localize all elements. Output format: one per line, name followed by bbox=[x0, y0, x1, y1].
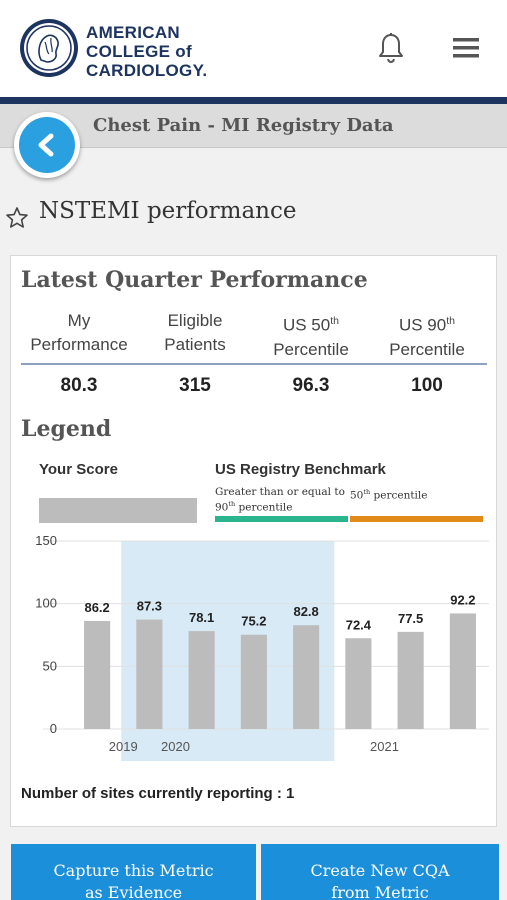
capture-metric-button[interactable]: Capture this Metric as Evidence bbox=[11, 844, 256, 900]
bar-data-label: 86.2 bbox=[84, 600, 109, 615]
registry-title: Chest Pain - MI Registry Data bbox=[93, 115, 394, 136]
bar-data-label: 72.4 bbox=[346, 617, 372, 632]
bar bbox=[84, 620, 111, 729]
value-us-50th: 96.3 bbox=[292, 375, 330, 396]
col-header-us-90th: US 90th Percentile bbox=[389, 315, 465, 359]
acc-logo-text[interactable]: AMERICAN COLLEGE of CARDIOLOGY. bbox=[86, 23, 207, 80]
bar bbox=[345, 638, 372, 729]
create-cqa-button[interactable]: Create New CQA from Metric bbox=[261, 844, 499, 900]
bell-icon[interactable] bbox=[377, 32, 405, 64]
bar bbox=[240, 634, 267, 729]
bar bbox=[397, 631, 424, 729]
performance-column-headers: My Performance Eligible Patients US 50th… bbox=[21, 309, 487, 365]
legend-note-90th: Greater than or equal to 90th percentile bbox=[215, 486, 345, 514]
bar-data-label: 78.1 bbox=[189, 610, 214, 625]
app-header: AMERICAN COLLEGE of CARDIOLOGY. bbox=[0, 0, 507, 98]
bar bbox=[188, 631, 215, 729]
legend-title: Legend bbox=[21, 416, 112, 442]
star-favorite-icon[interactable] bbox=[5, 206, 29, 230]
bar-data-label: 92.2 bbox=[450, 592, 475, 607]
bar-data-label: 82.8 bbox=[293, 604, 318, 619]
col-header-eligible-patients: Eligible Patients bbox=[164, 311, 226, 354]
performance-card: Latest Quarter Performance My Performanc… bbox=[10, 255, 497, 827]
value-us-90th: 100 bbox=[411, 375, 443, 396]
year-label: 2019 bbox=[109, 739, 138, 754]
legend-note-50th: 50th percentile bbox=[350, 488, 428, 502]
year-label: 2021 bbox=[370, 739, 399, 754]
col-header-my-performance: My Performance bbox=[30, 311, 128, 354]
year-label: 2020 bbox=[161, 739, 190, 754]
bar-data-label: 77.5 bbox=[398, 611, 423, 626]
chevron-left-icon bbox=[38, 133, 54, 157]
y-tick-label: 100 bbox=[35, 596, 57, 611]
acc-seal-logo-icon[interactable] bbox=[19, 18, 79, 78]
y-tick-label: 50 bbox=[43, 658, 57, 673]
latest-quarter-title: Latest Quarter Performance bbox=[21, 267, 368, 293]
hamburger-menu-icon[interactable] bbox=[453, 37, 479, 59]
sites-reporting-text: Number of sites currently reporting : 1 bbox=[21, 785, 295, 802]
header-divider bbox=[0, 97, 507, 104]
value-eligible-patients: 315 bbox=[179, 375, 211, 396]
y-tick-label: 150 bbox=[35, 533, 57, 548]
legend-50th-swatch bbox=[350, 516, 483, 522]
legend-your-score: Your Score bbox=[39, 461, 118, 478]
y-tick-label: 0 bbox=[50, 721, 57, 736]
bar bbox=[449, 613, 476, 729]
logo-line-2: COLLEGE of bbox=[86, 42, 192, 61]
registry-subbar: Chest Pain - MI Registry Data bbox=[0, 104, 507, 148]
col-header-us-50th: US 50th Percentile bbox=[273, 315, 349, 359]
bar bbox=[136, 619, 163, 729]
back-button[interactable] bbox=[14, 112, 80, 178]
bar bbox=[293, 625, 320, 729]
performance-bar-chart: 0 50 100 150 86.2 87.3 78.1 75.2 82.8 72.4 77.5 92.… bbox=[35, 533, 489, 761]
page-title: NSTEMI performance bbox=[39, 198, 297, 224]
page-heading: NSTEMI performance bbox=[5, 198, 485, 234]
value-my-performance: 80.3 bbox=[60, 375, 98, 396]
performance-values: 80.3 315 96.3 100 bbox=[21, 375, 487, 401]
legend-your-score-swatch bbox=[39, 498, 197, 523]
bar-data-label: 87.3 bbox=[137, 599, 162, 614]
legend-90th-swatch bbox=[215, 516, 348, 522]
logo-line-3: CARDIOLOGY. bbox=[86, 61, 208, 80]
logo-line-1: AMERICAN bbox=[86, 23, 181, 42]
bar-data-label: 75.2 bbox=[241, 614, 266, 629]
legend-benchmark: US Registry Benchmark bbox=[215, 461, 386, 478]
